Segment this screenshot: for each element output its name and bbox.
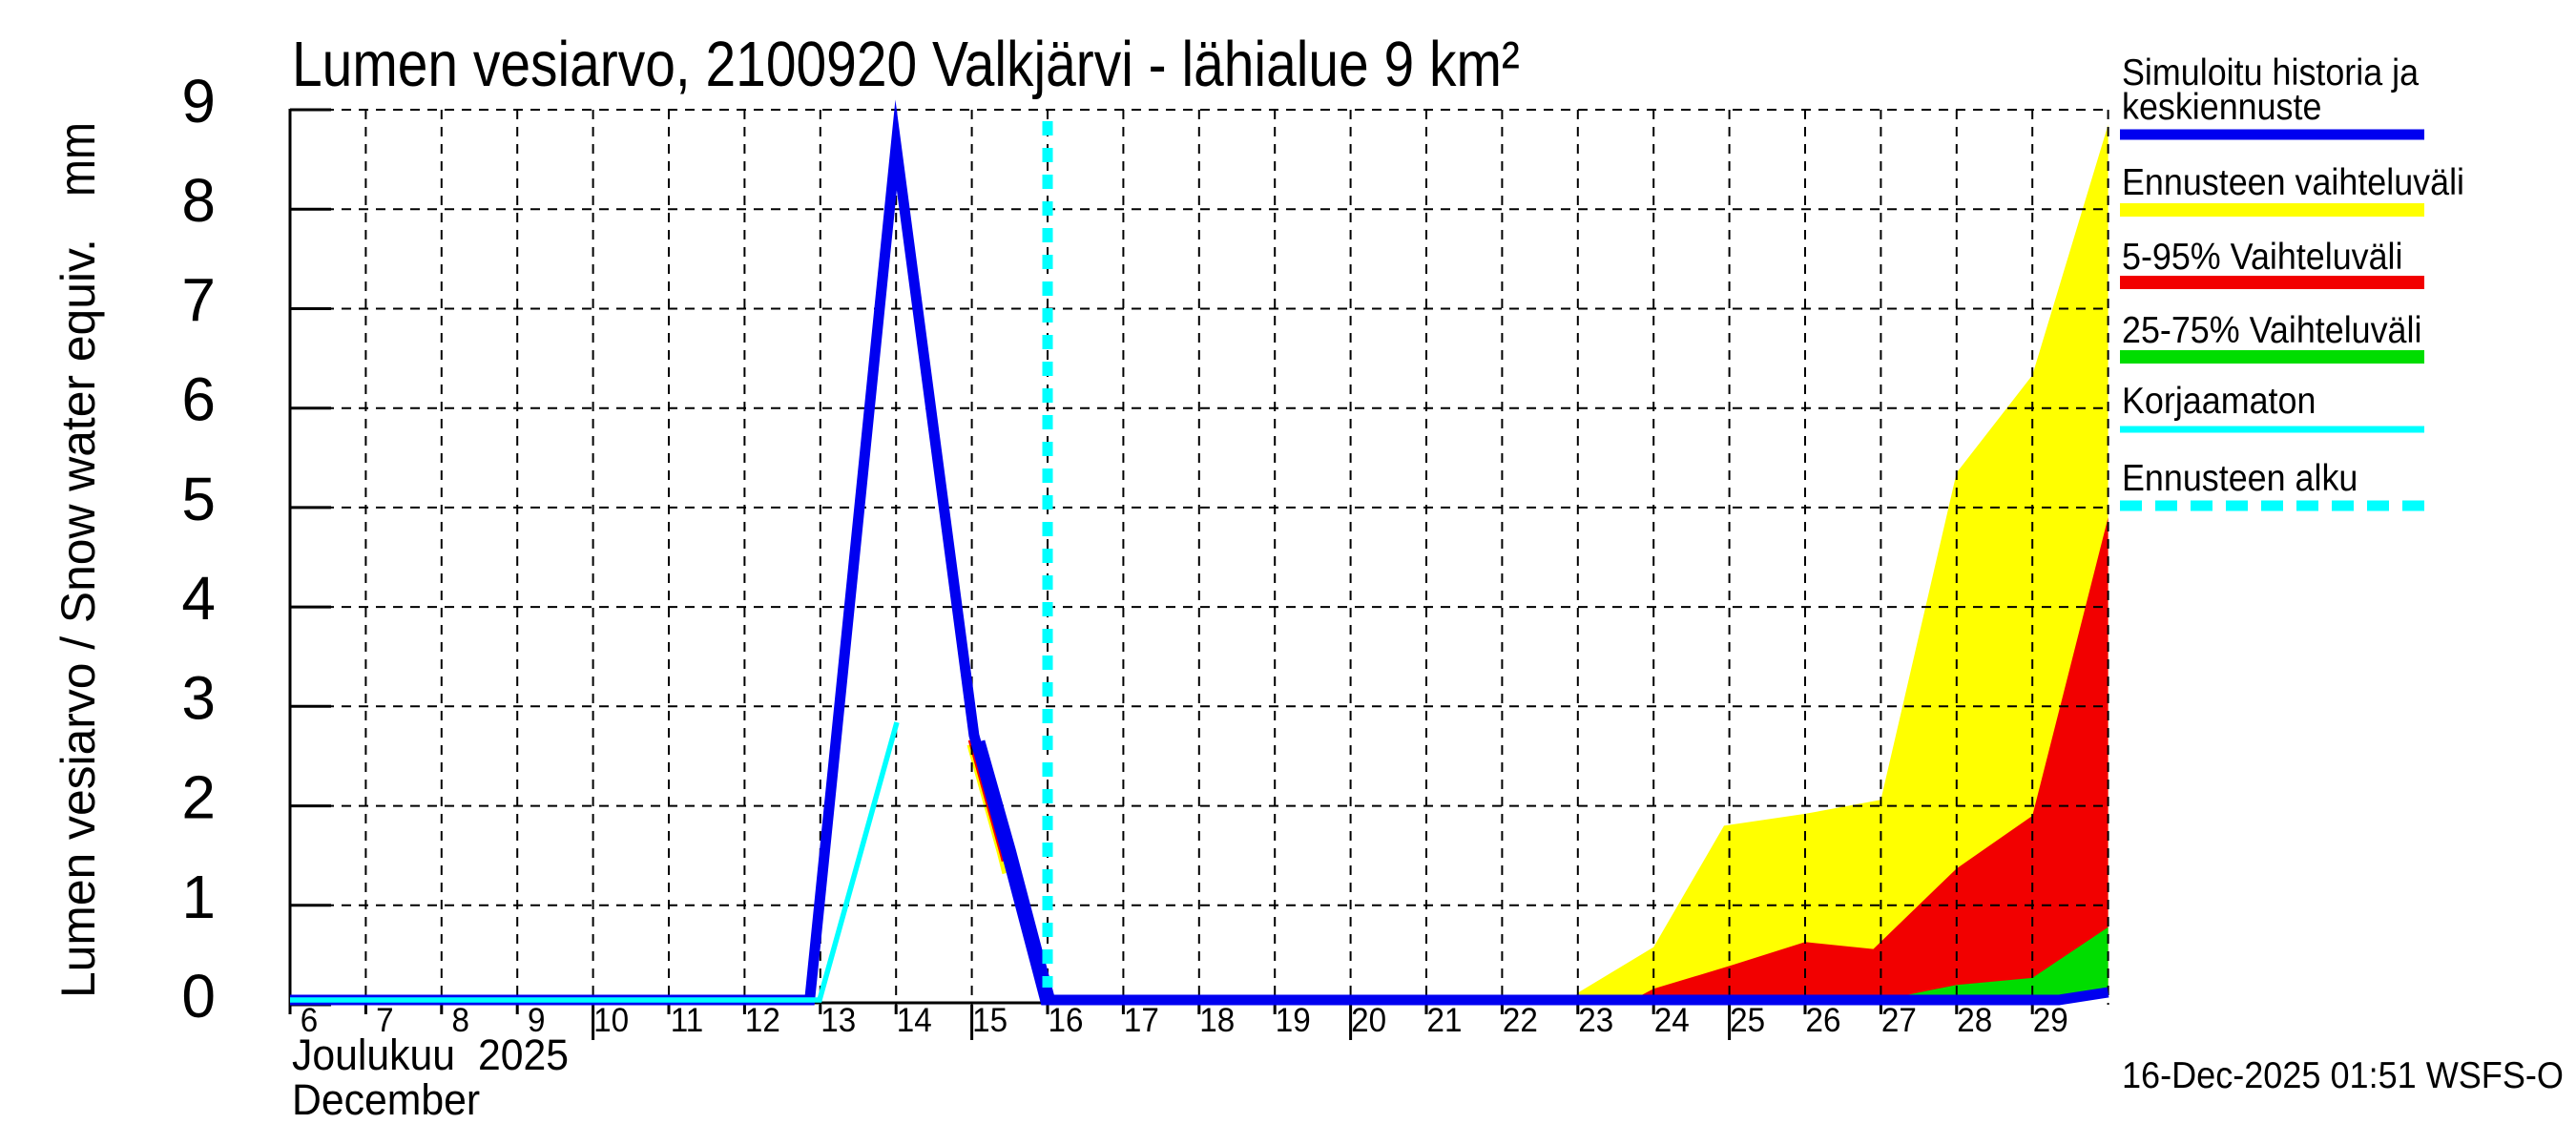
svg-text:21: 21 bbox=[1427, 1002, 1463, 1039]
svg-text:14: 14 bbox=[897, 1002, 932, 1039]
svg-text:24: 24 bbox=[1654, 1002, 1690, 1039]
svg-text:keskiennuste: keskiennuste bbox=[2122, 86, 2321, 128]
svg-text:0: 0 bbox=[181, 962, 216, 1030]
svg-text:6: 6 bbox=[181, 365, 216, 434]
svg-text:2: 2 bbox=[181, 763, 216, 832]
svg-text:27: 27 bbox=[1881, 1002, 1917, 1039]
svg-text:1: 1 bbox=[181, 863, 216, 931]
svg-text:Lumen vesiarvo / Snow water eq: Lumen vesiarvo / Snow water equiv. bbox=[52, 239, 105, 998]
svg-text:8: 8 bbox=[452, 1002, 469, 1039]
svg-text:Ennusteen vaihteluväli: Ennusteen vaihteluväli bbox=[2122, 161, 2464, 203]
svg-text:Ennusteen alku: Ennusteen alku bbox=[2122, 457, 2358, 499]
svg-text:9: 9 bbox=[528, 1002, 545, 1039]
svg-text:8: 8 bbox=[181, 166, 216, 235]
svg-text:16-Dec-2025 01:51 WSFS-O: 16-Dec-2025 01:51 WSFS-O bbox=[2122, 1054, 2564, 1096]
svg-text:Simuloitu historia ja: Simuloitu historia ja bbox=[2122, 52, 2419, 94]
svg-text:December: December bbox=[292, 1076, 480, 1124]
svg-text:5: 5 bbox=[181, 465, 216, 533]
svg-text:6: 6 bbox=[301, 1002, 318, 1039]
svg-text:18: 18 bbox=[1199, 1002, 1235, 1039]
svg-text:17: 17 bbox=[1124, 1002, 1159, 1039]
svg-text:15: 15 bbox=[972, 1002, 1008, 1039]
svg-text:22: 22 bbox=[1503, 1002, 1538, 1039]
svg-text:Korjaamaton: Korjaamaton bbox=[2122, 380, 2316, 422]
svg-text:19: 19 bbox=[1276, 1002, 1311, 1039]
svg-text:16: 16 bbox=[1049, 1002, 1084, 1039]
svg-text:23: 23 bbox=[1578, 1002, 1613, 1039]
svg-text:11: 11 bbox=[671, 1002, 704, 1039]
svg-text:20: 20 bbox=[1351, 1002, 1386, 1039]
svg-text:25-75% Vaihteluväli: 25-75% Vaihteluväli bbox=[2122, 309, 2421, 351]
svg-text:mm: mm bbox=[49, 122, 106, 197]
svg-text:28: 28 bbox=[1957, 1002, 1992, 1039]
svg-text:13: 13 bbox=[821, 1002, 856, 1039]
svg-text:26: 26 bbox=[1806, 1002, 1841, 1039]
svg-text:9: 9 bbox=[181, 67, 216, 135]
svg-text:3: 3 bbox=[181, 663, 216, 732]
svg-text:Joulukuu: Joulukuu bbox=[292, 1031, 455, 1079]
svg-text:25: 25 bbox=[1730, 1002, 1765, 1039]
svg-text:5-95% Vaihteluväli: 5-95% Vaihteluväli bbox=[2122, 236, 2402, 278]
svg-text:7: 7 bbox=[376, 1002, 393, 1039]
svg-text:7: 7 bbox=[181, 266, 216, 335]
svg-text:29: 29 bbox=[2033, 1002, 2068, 1039]
svg-text:2025: 2025 bbox=[478, 1031, 569, 1079]
svg-text:10: 10 bbox=[593, 1002, 629, 1039]
svg-text:4: 4 bbox=[181, 564, 216, 633]
svg-text:Lumen vesiarvo, 2100920 Valkjä: Lumen vesiarvo, 2100920 Valkjärvi - lähi… bbox=[292, 30, 1520, 100]
svg-text:12: 12 bbox=[745, 1002, 780, 1039]
